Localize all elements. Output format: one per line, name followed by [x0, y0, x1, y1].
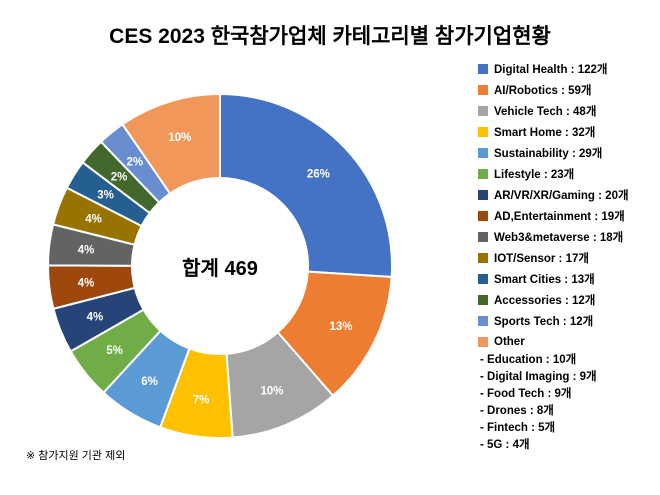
- legend-label-sustainability: Sustainability : 29개: [494, 147, 603, 160]
- legend-item-digital-health: Digital Health : 122개: [478, 58, 658, 79]
- legend-item-smart-home: Smart Home : 32개: [478, 121, 658, 142]
- legend-marker-ai-robotics: [478, 84, 488, 95]
- legend-marker-web3-metaverse: [478, 231, 488, 242]
- legend-other-breakdown-item-1: - Digital Imaging : 9개: [480, 371, 597, 383]
- legend-label-iot-sensor: IOT/Sensor : 17개: [494, 252, 589, 265]
- legend-item-lifestyle: Lifestyle : 23개: [478, 163, 658, 184]
- legend-item-vehicle-tech: Vehicle Tech : 48개: [478, 100, 658, 121]
- legend: Digital Health : 122개 AI/Robotics : 59개 Ve…: [478, 58, 658, 454]
- legend-other-breakdown-item-5: - 5G : 4개: [480, 439, 530, 451]
- slice-pct-label-ar-vr-xr-gaming: 4%: [87, 312, 104, 324]
- slice-pct-label-other: 10%: [168, 132, 191, 144]
- slice-pct-label-smart-cities: 3%: [97, 189, 114, 201]
- legend-label-ai-robotics: AI/Robotics : 59개: [494, 84, 592, 97]
- legend-marker-vehicle-tech: [478, 105, 488, 116]
- legend-item-ar-vr-xr-gaming: AR/VR/XR/Gaming : 20개: [478, 184, 658, 205]
- legend-marker-sports-tech: [478, 315, 488, 326]
- legend-marker-smart-cities: [478, 273, 488, 284]
- legend-label-ar-vr-xr-gaming: AR/VR/XR/Gaming : 20개: [494, 189, 629, 202]
- legend-item-accessories: Accessories : 12개: [478, 289, 658, 310]
- legend-marker-iot-sensor: [478, 252, 488, 263]
- donut-center-total: 합계 469: [182, 258, 258, 280]
- legend-other-breakdown-item-3: - Drones : 8개: [480, 405, 554, 417]
- legend-marker-other: [478, 336, 488, 347]
- legend-item-iot-sensor: IOT/Sensor : 17개: [478, 247, 658, 268]
- slice-pct-label-ai-robotics: 13%: [329, 321, 352, 333]
- slice-pct-label-lifestyle: 5%: [106, 345, 123, 357]
- slice-pct-label-sustainability: 6%: [141, 376, 158, 388]
- legend-label-accessories: Accessories : 12개: [494, 294, 596, 307]
- legend-marker-lifestyle: [478, 168, 488, 179]
- slice-pct-label-sports-tech: 2%: [126, 156, 143, 168]
- legend-marker-accessories: [478, 294, 488, 305]
- donut-slice-other: [121, 92, 221, 195]
- legend-label-smart-cities: Smart Cities : 13개: [494, 273, 595, 286]
- donut-slice-digital-health: [219, 92, 393, 279]
- legend-other-breakdown-item-4: - Fintech : 5개: [480, 422, 556, 434]
- legend-item-smart-cities: Smart Cities : 13개: [478, 268, 658, 289]
- legend-marker-smart-home: [478, 126, 488, 137]
- legend-label-digital-health: Digital Health : 122개: [494, 63, 608, 76]
- legend-item-sports-tech: Sports Tech : 12개: [478, 310, 658, 331]
- slice-pct-label-web3-metaverse: 4%: [78, 244, 95, 256]
- legend-marker-ar-vr-xr-gaming: [478, 189, 488, 200]
- legend-label-ad-entertainment: AD,Entertainment : 19개: [494, 210, 625, 223]
- legend-marker-ad-entertainment: [478, 210, 488, 221]
- legend-label-sports-tech: Sports Tech : 12개: [494, 315, 594, 328]
- legend-marker-sustainability: [478, 147, 488, 158]
- legend-other-breakdown-item-2: - Food Tech : 9개: [480, 388, 572, 400]
- legend-label-vehicle-tech: Vehicle Tech : 48개: [494, 105, 597, 118]
- slice-pct-label-ad-entertainment: 4%: [78, 278, 95, 290]
- slice-pct-label-accessories: 2%: [111, 171, 128, 183]
- legend-label-other: Other: [494, 335, 525, 348]
- legend-marker-digital-health: [478, 63, 488, 74]
- slice-pct-label-iot-sensor: 4%: [85, 214, 102, 226]
- legend-item-ai-robotics: AI/Robotics : 59개: [478, 79, 658, 100]
- legend-item-sustainability: Sustainability : 29개: [478, 142, 658, 163]
- chart-title: CES 2023 한국참가업체 카테고리별 참가기업현황: [109, 25, 551, 48]
- slice-pct-label-smart-home: 7%: [193, 395, 210, 407]
- slice-pct-label-digital-health: 26%: [307, 169, 330, 181]
- legend-item-ad-entertainment: AD,Entertainment : 19개: [478, 205, 658, 226]
- legend-label-web3-metaverse: Web3&metaverse : 18개: [494, 231, 624, 244]
- legend-item-web3-metaverse: Web3&metaverse : 18개: [478, 226, 658, 247]
- legend-other-breakdown-item-0: - Education : 10개: [480, 354, 577, 366]
- legend-item-other: Other: [478, 331, 658, 352]
- slice-pct-label-vehicle-tech: 10%: [260, 386, 283, 398]
- legend-label-lifestyle: Lifestyle : 23개: [494, 168, 575, 181]
- legend-label-smart-home: Smart Home : 32개: [494, 126, 596, 139]
- footnote: ※ 참가지원 기관 제외: [26, 450, 126, 462]
